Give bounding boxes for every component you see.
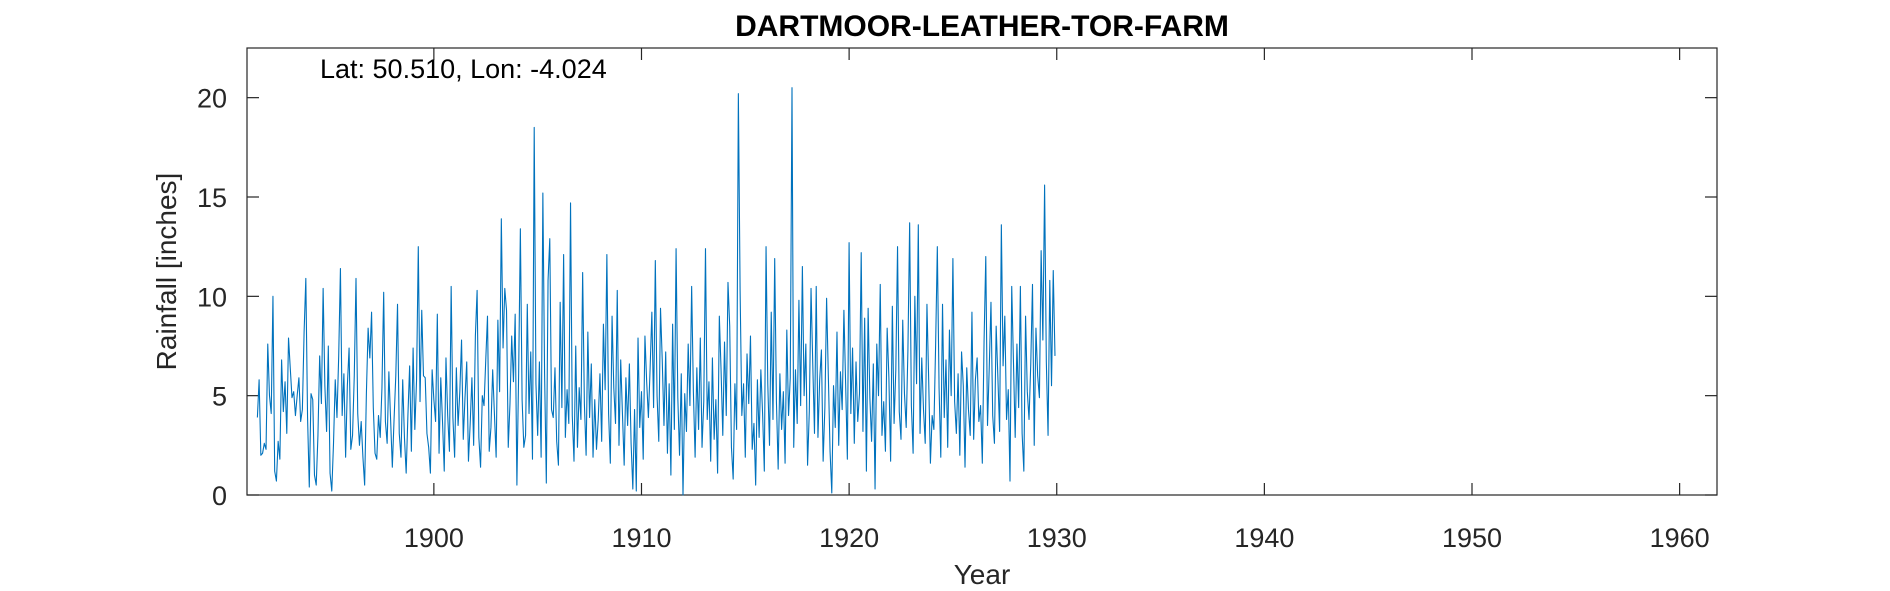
x-tick-label: 1930 <box>1027 523 1087 553</box>
y-tick-label: 0 <box>212 481 227 511</box>
y-tick-label: 10 <box>197 282 227 312</box>
x-tick-label: 1940 <box>1234 523 1294 553</box>
location-annotation: Lat: 50.510, Lon: -4.024 <box>320 54 607 84</box>
x-tick-label: 1950 <box>1442 523 1502 553</box>
tick-labels: 1900 1910 1920 1930 1940 1950 1960 0 5 10 15 20 <box>197 84 1710 553</box>
y-axis-label: Rainfall [inches] <box>151 173 182 371</box>
x-tick-label: 1910 <box>611 523 671 553</box>
x-tick-label: 1900 <box>404 523 464 553</box>
rainfall-series-line <box>256 87 1056 496</box>
x-axis-label: Year <box>954 559 1011 590</box>
plot-area: 1900 1910 1920 1930 1940 1950 1960 0 5 10 15 20 <box>197 47 1718 553</box>
axes-box <box>246 47 1718 496</box>
x-tick-label: 1920 <box>819 523 879 553</box>
y-tick-label: 15 <box>197 183 227 213</box>
tick-marks <box>247 48 1717 496</box>
x-tick-label: 1960 <box>1650 523 1710 553</box>
y-tick-label: 20 <box>197 84 227 114</box>
chart-title: DARTMOOR-LEATHER-TOR-FARM <box>735 10 1229 43</box>
y-tick-label: 5 <box>212 382 227 412</box>
